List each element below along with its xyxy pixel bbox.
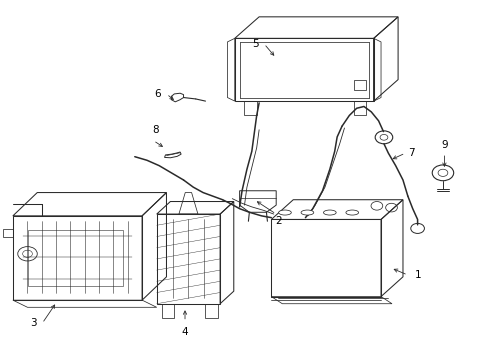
Ellipse shape — [278, 210, 291, 215]
Ellipse shape — [301, 210, 313, 215]
Text: 7: 7 — [407, 148, 414, 158]
Text: 1: 1 — [414, 270, 421, 280]
Text: 6: 6 — [154, 89, 160, 99]
Text: 9: 9 — [440, 140, 447, 149]
Text: 2: 2 — [275, 216, 282, 226]
Text: 3: 3 — [31, 319, 37, 328]
Ellipse shape — [323, 210, 335, 215]
Text: 5: 5 — [252, 39, 259, 49]
Text: 8: 8 — [152, 125, 159, 135]
Ellipse shape — [345, 210, 358, 215]
Text: 4: 4 — [182, 327, 188, 337]
